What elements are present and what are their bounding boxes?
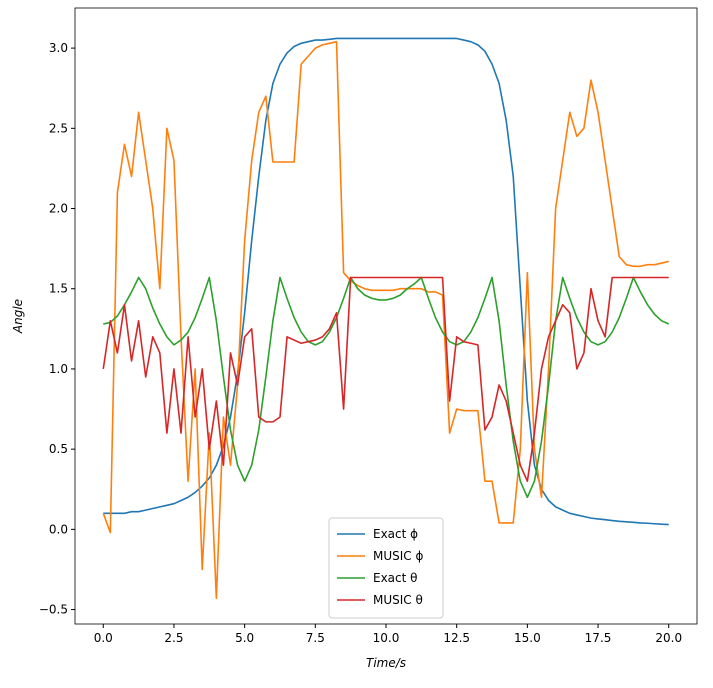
series-line [102,40,669,600]
series-line [103,37,669,526]
y-tick-label: −0.5 [39,603,68,617]
x-tick-label: 17.5 [585,631,612,645]
y-tick-label: 2.0 [49,202,68,216]
legend-label: MUSIC ϕ [373,549,423,563]
legend-box [328,517,444,619]
series-line [103,276,670,499]
x-tick-label: 2.5 [164,631,183,645]
y-tick-label: 1.0 [49,362,68,376]
x-tick-label: 7.5 [306,631,325,645]
x-tick-label: 15.0 [514,631,541,645]
plot-frame [74,7,698,625]
x-tick-label: 12.5 [443,631,470,645]
y-tick-label: 2.5 [49,121,68,135]
y-tick-label: 3.0 [49,41,68,55]
x-tick-label: 10.0 [373,631,400,645]
y-axis-label: Angle [11,299,25,334]
y-tick-label: 1.5 [49,282,68,296]
legend-label: Exact θ [373,571,418,585]
series-line [102,276,669,483]
y-tick-label: 0.5 [49,442,68,456]
x-tick-label: 5.0 [235,631,254,645]
legend-label: Exact ϕ [373,527,418,541]
x-tick-label: 20.0 [655,631,682,645]
x-tick-label: 0.0 [94,631,113,645]
legend-label: MUSIC θ [373,593,423,607]
y-tick-label: 0.0 [49,522,68,536]
x-axis-label: Time/s [366,656,406,670]
